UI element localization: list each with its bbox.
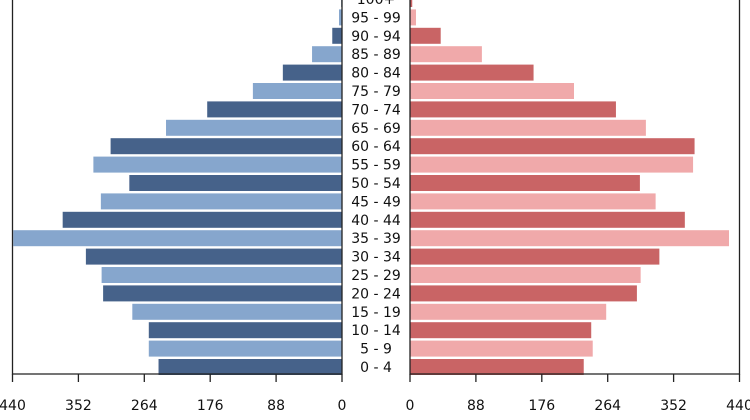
right-bar-7: [410, 230, 730, 247]
age-group-label: 65 - 69: [351, 121, 401, 137]
right-bar-0: [410, 359, 584, 375]
right-bar-17: [410, 46, 482, 63]
right-axis-frame: [409, 0, 741, 375]
age-group-label: 90 - 94: [351, 29, 401, 45]
age-group-label: 55 - 59: [351, 158, 401, 174]
right-bar-10: [410, 175, 640, 191]
age-group-label: 15 - 19: [351, 305, 401, 321]
left-bar-11: [93, 156, 342, 173]
right-bar-15: [410, 83, 575, 99]
left-tick-label: 88: [267, 398, 285, 414]
age-group-label: 25 - 29: [351, 268, 401, 284]
left-bar-9: [100, 193, 342, 210]
left-bar-2: [148, 322, 342, 339]
right-tick-label: 0: [406, 398, 415, 414]
right-bar-16: [410, 64, 534, 81]
age-group-label: 85 - 89: [351, 47, 401, 63]
right-tick-label: 440: [726, 398, 750, 414]
right-tick-label: 264: [594, 398, 621, 414]
left-tick-label: 352: [65, 398, 92, 414]
age-group-label: 80 - 84: [351, 66, 401, 82]
right-bar-4: [410, 285, 637, 302]
right-bar-20: [410, 0, 413, 7]
left-bar-18: [332, 27, 342, 44]
right-bar-5: [410, 267, 641, 283]
left-bar-7: [13, 230, 342, 247]
left-tick-label: 440: [0, 398, 26, 414]
left-bar-19: [339, 9, 342, 26]
age-group-label: 50 - 54: [351, 176, 401, 192]
left-bar-15: [252, 83, 342, 99]
left-bar-6: [85, 248, 342, 265]
age-group-label: 10 - 14: [351, 323, 401, 339]
right-bar-13: [410, 119, 646, 136]
left-axis-frame: [11, 0, 343, 375]
left-bar-8: [62, 211, 343, 228]
left-bar-17: [312, 46, 342, 63]
left-bar-16: [282, 64, 342, 81]
left-tick-label: 0: [338, 398, 347, 414]
left-bar-13: [166, 119, 342, 136]
age-group-label: 40 - 44: [351, 213, 401, 229]
left-bar-0: [158, 359, 342, 375]
left-tick-label: 264: [131, 398, 158, 414]
left-bar-5: [101, 267, 342, 283]
left-bar-14: [207, 101, 342, 118]
right-bar-12: [410, 138, 695, 155]
right-bar-6: [410, 248, 660, 265]
age-group-label: 70 - 74: [351, 102, 401, 118]
right-bar-9: [410, 193, 656, 210]
right-bar-19: [410, 9, 416, 26]
right-bar-3: [410, 303, 607, 320]
right-bar-14: [410, 101, 616, 118]
right-bar-2: [410, 322, 592, 339]
age-group-label: 75 - 79: [351, 84, 401, 100]
right-bar-18: [410, 27, 441, 44]
age-group-label: 35 - 39: [351, 231, 401, 247]
right-bar-1: [410, 340, 593, 357]
left-bar-12: [110, 138, 342, 155]
age-group-label: 30 - 34: [351, 250, 401, 266]
age-group-label: 60 - 64: [351, 139, 401, 155]
age-group-label: 45 - 49: [351, 194, 401, 210]
age-group-label: 95 - 99: [351, 10, 401, 26]
age-group-label: 5 - 9: [360, 342, 392, 358]
left-bar-1: [148, 340, 342, 357]
right-tick-label: 88: [467, 398, 485, 414]
age-group-label: 0 - 4: [360, 360, 392, 376]
age-group-label: 20 - 24: [351, 286, 401, 302]
right-tick-label: 352: [660, 398, 687, 414]
left-tick-label: 176: [197, 398, 224, 414]
right-tick-label: 176: [528, 398, 555, 414]
left-bar-4: [103, 285, 342, 302]
right-bar-11: [410, 156, 694, 173]
left-bar-10: [129, 175, 342, 191]
age-group-label: 100+: [357, 0, 395, 8]
right-bar-8: [410, 211, 685, 228]
left-bar-3: [132, 303, 342, 320]
